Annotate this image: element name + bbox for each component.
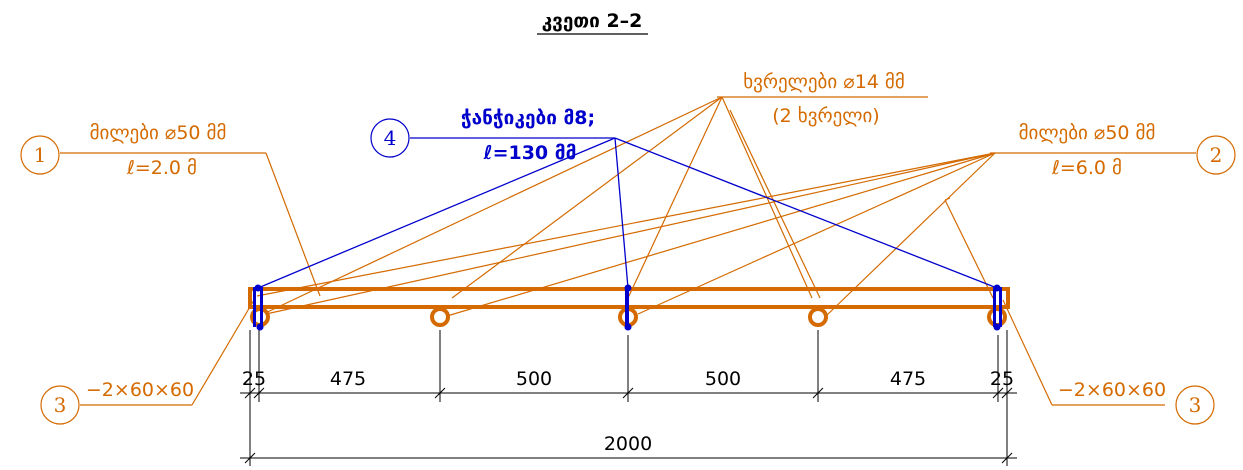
dim-label: 25 xyxy=(990,368,1014,390)
dim-total-label: 2000 xyxy=(604,433,652,455)
bolt xyxy=(624,284,632,331)
dimension-labels: 25 475 500 500 475 25 2000 xyxy=(242,368,1014,455)
callout-text: მილები ⌀50 მმ xyxy=(1019,122,1156,144)
pipe-circle xyxy=(430,307,450,327)
callout-3-right: 3 −2×60×60 xyxy=(1058,379,1215,425)
callout-number: 1 xyxy=(34,143,47,167)
callout-text: −2×60×60 xyxy=(86,379,194,401)
callout-text: ℓ=130 მმ xyxy=(483,142,577,164)
dim-label: 500 xyxy=(516,368,552,390)
callout-text: ℓ=6.0 მ xyxy=(1051,157,1122,179)
callout-bubble xyxy=(1196,135,1236,175)
bolts xyxy=(253,284,1002,331)
dim-label: 500 xyxy=(705,368,741,390)
callout-number: 3 xyxy=(54,393,67,417)
callout-text: მილები ⌀50 მმ xyxy=(90,122,227,144)
dim-label: 475 xyxy=(330,368,366,390)
leaders-holes xyxy=(258,96,994,317)
callout-bubble xyxy=(20,135,60,175)
leaders-callout-3 xyxy=(80,299,1165,406)
callout-text: −2×60×60 xyxy=(1058,379,1166,401)
pipe-circle xyxy=(808,307,828,327)
callout-bubble xyxy=(1175,385,1215,425)
dim-label: 475 xyxy=(890,368,926,390)
callout-number: 4 xyxy=(384,126,397,150)
pipe-circle xyxy=(987,307,1007,327)
callout-3-left: 3 −2×60×60 xyxy=(40,379,194,425)
holes-count-text: (2 ხვრელი) xyxy=(772,105,879,127)
callout-number: 2 xyxy=(1210,143,1223,167)
leaders-callout-4 xyxy=(257,137,998,289)
bolt xyxy=(993,284,1002,331)
callout-2: 2 მილები ⌀50 მმ ℓ=6.0 მ xyxy=(1019,122,1236,179)
leaders-callout-1 xyxy=(60,152,321,297)
callout-4: 4 ჭანჭიკები მ8; ℓ=130 მმ xyxy=(370,107,595,164)
bolt xyxy=(253,284,264,331)
holes-text: ხვრელები ⌀14 მმ xyxy=(743,71,905,93)
dim-label: 25 xyxy=(242,368,266,390)
section-title: კვეთი 2–2 xyxy=(542,10,643,32)
callout-text: ჭანჭიკები მ8; xyxy=(461,107,595,129)
callout-1: 1 მილები ⌀50 მმ ℓ=2.0 მ xyxy=(20,122,227,179)
dimension-lines xyxy=(240,330,1017,466)
callout-bubble xyxy=(40,385,80,425)
holes-annotation: ხვრელები ⌀14 მმ (2 ხვრელი) xyxy=(743,71,905,127)
callout-text: ℓ=2.0 მ xyxy=(126,157,197,179)
callout-bubble xyxy=(370,118,410,158)
callout-number: 3 xyxy=(1189,393,1202,417)
